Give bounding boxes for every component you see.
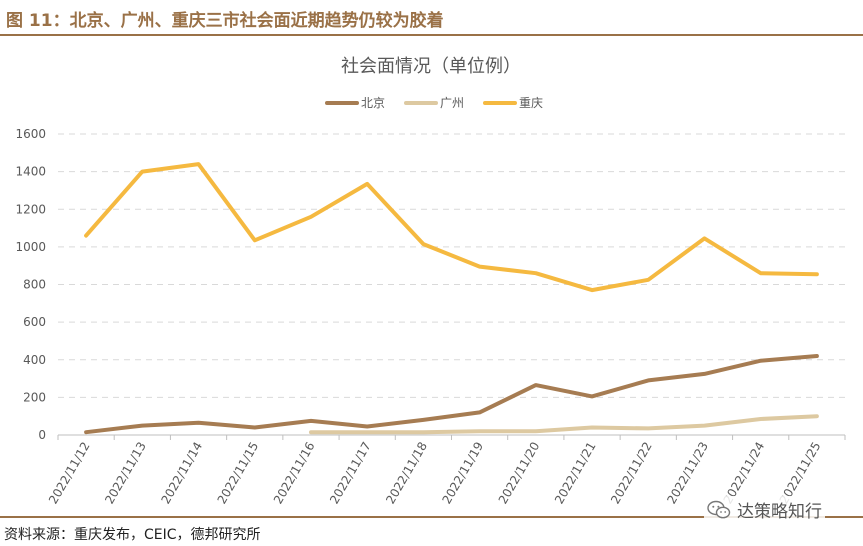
x-tick-label: 2022/11/21 [552,440,599,507]
x-tick-label: 2022/11/13 [102,440,149,507]
series-lines [84,162,819,435]
y-tick-label: 200 [23,390,46,404]
top-rule [0,34,863,36]
gridlines [58,133,845,398]
y-tick-label: 600 [23,315,46,329]
x-tick-label: 2022/11/15 [215,440,262,507]
wechat-icon [707,500,731,518]
bottom-rule [0,516,863,518]
x-tick-label: 2022/11/14 [158,440,205,507]
line-chart: 社会面情况（单位例） 北京 广州 重庆 0 200 400 600 800 1000 1200 1… [15,56,846,507]
series-line-1 [309,414,819,435]
legend-label-0: 北京 [361,96,385,110]
y-tick-label: 1200 [15,202,46,216]
y-tick-label: 1400 [15,165,46,179]
series-line-2 [84,162,819,293]
watermark-text: 达策略知行 [737,502,822,522]
x-tick-label: 2022/11/17 [327,440,374,507]
legend-label-1: 广州 [440,96,464,110]
legend-label-2: 重庆 [519,96,543,110]
x-tick-label: 2022/11/19 [439,440,486,507]
x-tick-label: 2022/11/16 [271,440,318,507]
x-tick-label: 2022/11/12 [46,440,93,507]
y-tick-label: 1000 [15,240,46,254]
legend: 北京 广州 重庆 [325,96,543,110]
y-tick-label: 400 [23,353,46,367]
source-note: 资料来源：重庆发布，CEIC，德邦研究所 [4,527,261,543]
watermark: 达策略知行 [704,496,825,523]
series-line-0 [84,354,819,435]
x-tick-label: 2022/11/20 [496,440,543,507]
y-tick-label: 800 [23,278,46,292]
figure-title: 图 11：北京、广州、重庆三市社会面近期趋势仍较为胶着 [6,11,444,31]
x-tick-label: 2022/11/22 [608,440,655,507]
chart-title: 社会面情况（单位例） [341,56,521,77]
y-axis: 0 200 400 600 800 1000 1200 1400 1600 [15,127,46,442]
x-tick-label: 2022/11/18 [383,440,430,507]
y-tick-label: 1600 [15,127,46,141]
y-tick-label: 0 [38,428,46,442]
